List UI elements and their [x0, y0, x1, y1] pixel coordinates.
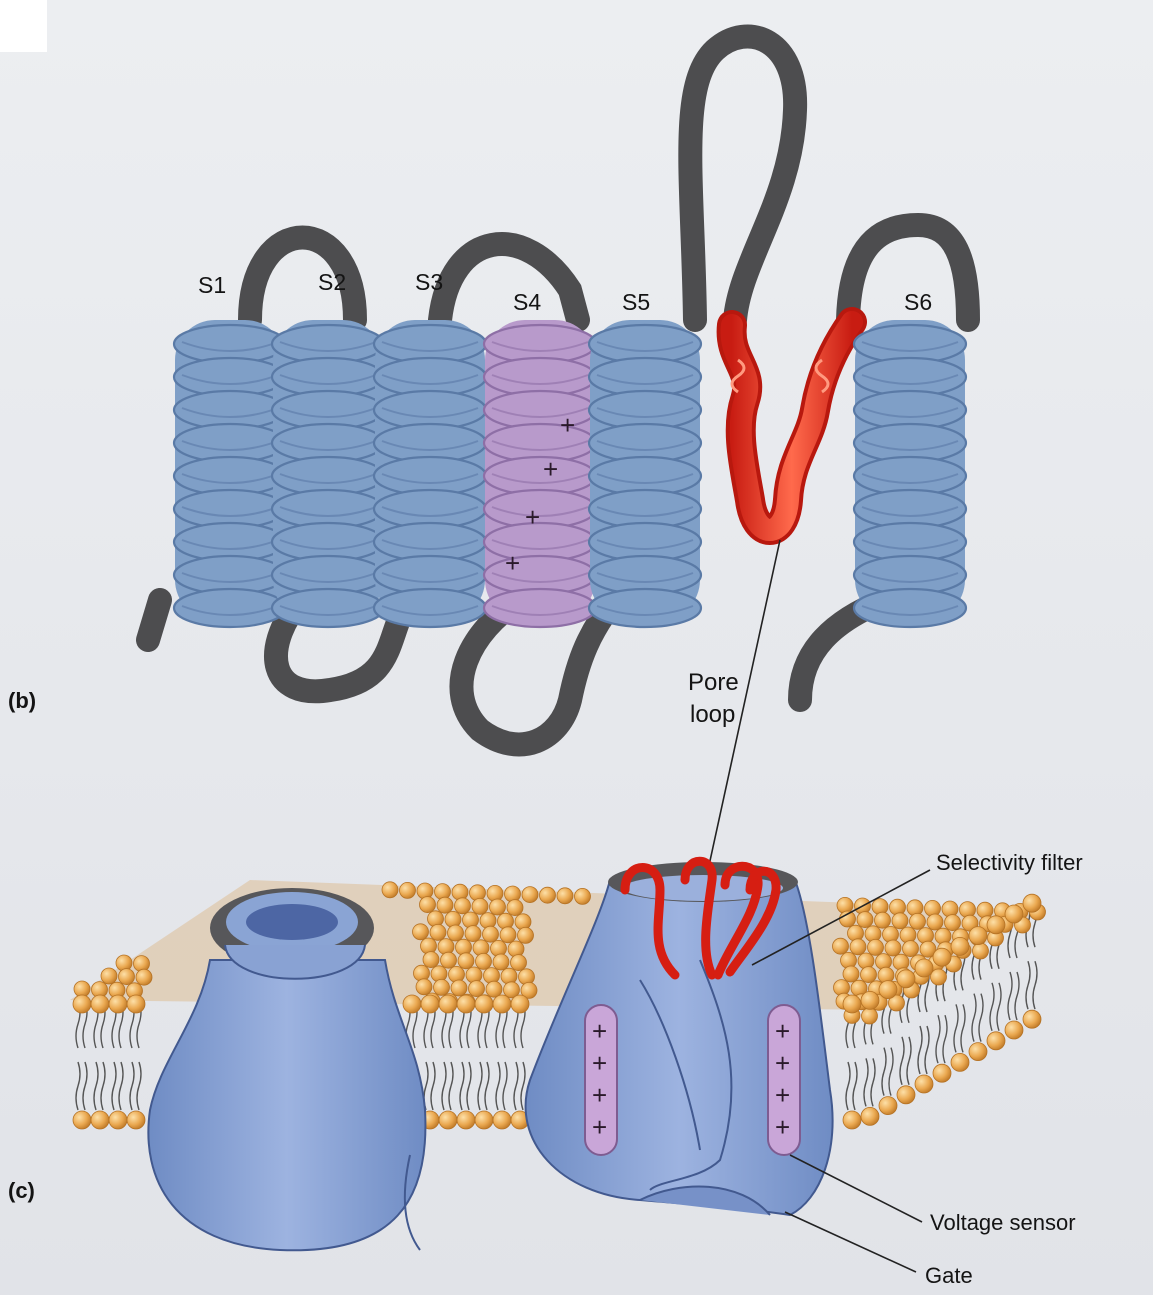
transmembrane-segments	[172, 320, 968, 629]
linker-s3-s4	[428, 232, 590, 332]
selectivity-filter-loops	[620, 856, 781, 980]
voltage-sensor-left	[584, 1004, 618, 1156]
pore-loop-label-line1: Pore	[688, 669, 739, 696]
helix-s2	[270, 320, 386, 629]
charge-plus: +	[775, 1080, 790, 1110]
pore-loop-helix	[716, 307, 867, 545]
charge-plus: +	[543, 454, 558, 484]
charge-plus: +	[775, 1048, 790, 1078]
charge-plus: +	[560, 410, 575, 440]
charge-plus: +	[592, 1048, 607, 1078]
charge-plus: +	[592, 1016, 607, 1046]
helix-s5	[587, 320, 703, 629]
pore-loop-label-line2: loop	[690, 701, 735, 728]
gate-label: Gate	[925, 1263, 973, 1288]
lipid-heads-bottom	[72, 893, 1042, 1130]
helix-s3	[372, 320, 488, 629]
corner-patch	[0, 0, 47, 52]
charge-plus: +	[775, 1016, 790, 1046]
gate-leader	[784, 1211, 917, 1273]
voltage-sensor-charges: + + + + + + + +	[592, 1016, 790, 1142]
charge-plus: +	[592, 1112, 607, 1142]
panel-label-b: (b)	[8, 688, 36, 713]
selectivity-filter-label: Selectivity filter	[936, 850, 1083, 875]
helix-s6	[852, 320, 968, 629]
charge-plus: +	[505, 548, 520, 578]
panel-label-c: (c)	[8, 1178, 35, 1203]
linker-s1-s2	[238, 225, 367, 332]
segment-labels: S1 S2 S3 S4 S5 S6	[198, 269, 932, 315]
segment-label-s6: S6	[904, 289, 932, 315]
segment-label-s4: S4	[513, 289, 541, 315]
segment-label-s2: S2	[318, 269, 346, 295]
linkers	[136, 24, 980, 757]
linker-pore-s6	[836, 212, 980, 332]
segment-label-s1: S1	[198, 272, 226, 298]
charge-plus: +	[525, 502, 540, 532]
segment-label-s5: S5	[622, 289, 650, 315]
voltage-sensor-right	[767, 1004, 801, 1156]
helix-s1	[172, 320, 288, 629]
closed-channel	[147, 888, 427, 1252]
leader-lines	[751, 869, 931, 1273]
linker-n-terminal	[136, 588, 172, 652]
voltage-sensor-leader	[789, 1154, 923, 1223]
pore-loop-leader	[707, 539, 781, 871]
linker-s4-s5	[449, 588, 627, 757]
voltage-sensor-label: Voltage sensor	[930, 1210, 1076, 1235]
helix-s4	[482, 320, 598, 629]
segment-label-s3: S3	[415, 269, 443, 295]
linker-s2-s3	[264, 588, 422, 704]
charge-plus: +	[592, 1080, 607, 1110]
linker-s5-pore-out	[678, 24, 808, 332]
selectivity-filter-leader	[751, 869, 931, 966]
charge-plus: +	[775, 1112, 790, 1142]
s4-charges: + + + +	[505, 410, 575, 578]
